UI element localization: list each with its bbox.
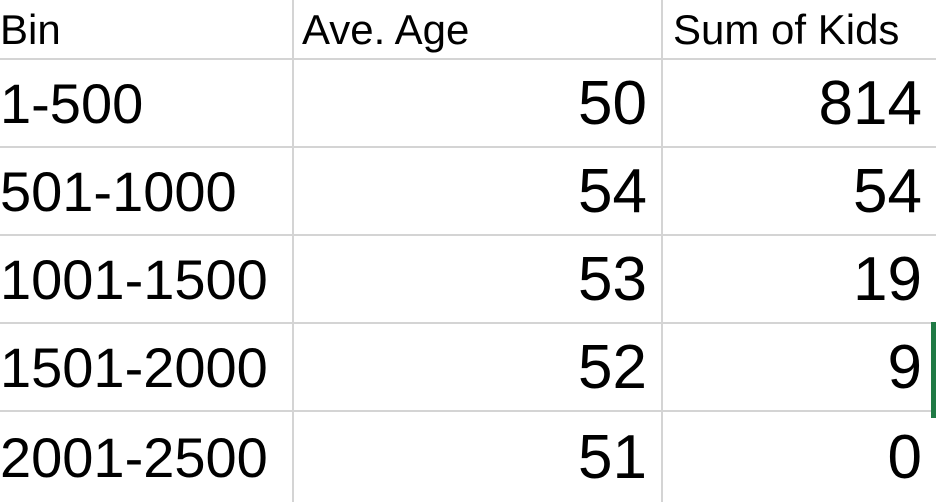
- cell-bin-value: 501-1000: [0, 159, 237, 223]
- table-row: 501-1000 54 54: [0, 148, 936, 236]
- header-label-ave-age: Ave. Age: [302, 6, 470, 53]
- table-row: 1501-2000 52 9: [0, 324, 936, 412]
- table-row: 1001-1500 53 19: [0, 236, 936, 324]
- header-row: Bin Ave. Age Sum of Kids: [0, 0, 936, 60]
- header-label-bin: Bin: [0, 6, 61, 53]
- cell-sum-of-kids-value: 19: [853, 244, 922, 314]
- cell-sum-of-kids[interactable]: 54: [663, 148, 936, 234]
- cell-selection-indicator: [931, 322, 936, 418]
- cell-ave-age-value: 53: [578, 244, 647, 314]
- cell-sum-of-kids[interactable]: 19: [663, 236, 936, 322]
- cell-sum-of-kids-value: 54: [853, 156, 922, 226]
- table-row: 1-500 50 814: [0, 60, 936, 148]
- cell-ave-age[interactable]: 53: [294, 236, 663, 322]
- header-label-sum-of-kids: Sum of Kids: [673, 6, 900, 53]
- cell-sum-of-kids[interactable]: 9: [663, 324, 936, 410]
- cell-sum-of-kids-value: 0: [887, 422, 922, 492]
- cell-ave-age[interactable]: 51: [294, 412, 663, 502]
- cell-ave-age[interactable]: 52: [294, 324, 663, 410]
- cell-sum-of-kids[interactable]: 814: [663, 60, 936, 146]
- cell-ave-age-value: 50: [578, 68, 647, 138]
- cell-bin-value: 1501-2000: [0, 335, 268, 399]
- cell-sum-of-kids-value: 814: [818, 68, 922, 138]
- cell-ave-age-value: 52: [578, 332, 647, 402]
- cell-bin-value: 2001-2500: [0, 425, 268, 489]
- cell-bin[interactable]: 1501-2000: [0, 324, 294, 410]
- cell-ave-age-value: 51: [578, 422, 647, 492]
- cell-bin[interactable]: 2001-2500: [0, 412, 294, 502]
- cell-sum-of-kids[interactable]: 0: [663, 412, 936, 502]
- cell-sum-of-kids-value: 9: [887, 332, 922, 402]
- cell-ave-age[interactable]: 54: [294, 148, 663, 234]
- cell-bin-value: 1-500: [0, 71, 144, 135]
- cell-bin-value: 1001-1500: [0, 247, 268, 311]
- cell-ave-age[interactable]: 50: [294, 60, 663, 146]
- header-cell-sum-of-kids[interactable]: Sum of Kids: [663, 0, 936, 58]
- header-cell-ave-age[interactable]: Ave. Age: [294, 0, 663, 58]
- cell-bin[interactable]: 1001-1500: [0, 236, 294, 322]
- cell-ave-age-value: 54: [578, 156, 647, 226]
- header-cell-bin[interactable]: Bin: [0, 0, 294, 58]
- cell-bin[interactable]: 501-1000: [0, 148, 294, 234]
- table-row: 2001-2500 51 0: [0, 412, 936, 502]
- cell-bin[interactable]: 1-500: [0, 60, 294, 146]
